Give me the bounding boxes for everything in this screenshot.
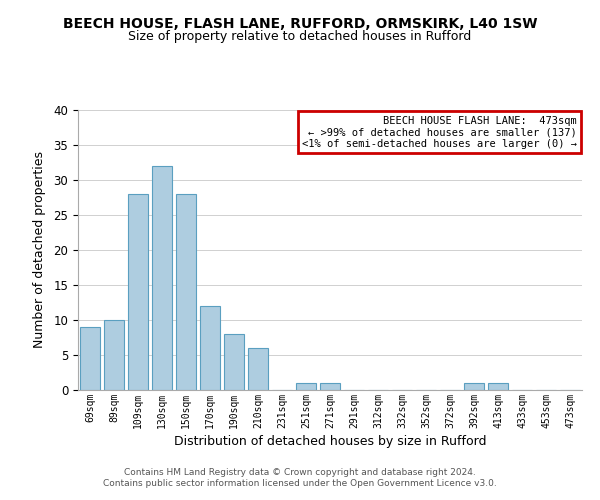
Bar: [296, 383, 316, 390]
Bar: [248, 348, 268, 390]
Bar: [128, 194, 148, 390]
Bar: [224, 334, 244, 390]
Bar: [80, 327, 100, 390]
Text: BEECH HOUSE, FLASH LANE, RUFFORD, ORMSKIRK, L40 1SW: BEECH HOUSE, FLASH LANE, RUFFORD, ORMSKI…: [63, 18, 537, 32]
Bar: [320, 383, 340, 390]
Text: Size of property relative to detached houses in Rufford: Size of property relative to detached ho…: [128, 30, 472, 43]
Text: BEECH HOUSE FLASH LANE:  473sqm
← >99% of detached houses are smaller (137)
<1% : BEECH HOUSE FLASH LANE: 473sqm ← >99% of…: [302, 116, 577, 149]
Bar: [176, 194, 196, 390]
Y-axis label: Number of detached properties: Number of detached properties: [34, 152, 46, 348]
Text: Contains HM Land Registry data © Crown copyright and database right 2024.
Contai: Contains HM Land Registry data © Crown c…: [103, 468, 497, 487]
Bar: [104, 320, 124, 390]
X-axis label: Distribution of detached houses by size in Rufford: Distribution of detached houses by size …: [174, 435, 486, 448]
Bar: [200, 306, 220, 390]
Bar: [464, 383, 484, 390]
Bar: [488, 383, 508, 390]
Bar: [152, 166, 172, 390]
